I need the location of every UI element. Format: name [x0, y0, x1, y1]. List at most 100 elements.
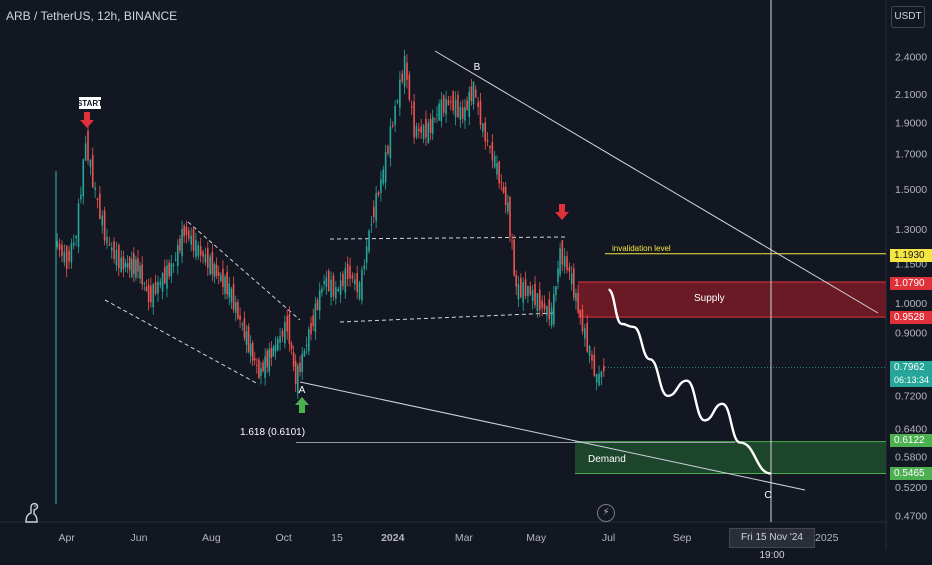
- candle-body: [486, 139, 489, 142]
- candle-body: [266, 350, 269, 368]
- candle-body: [470, 86, 473, 102]
- candle-body: [566, 256, 568, 271]
- candle-body: [595, 374, 598, 383]
- candle-body: [555, 286, 557, 295]
- candle-body: [211, 252, 214, 275]
- point-c-label: C: [764, 490, 771, 501]
- x-tick-label: 15: [331, 532, 343, 544]
- y-tick-label: 1.3000: [895, 224, 927, 236]
- candle-body: [577, 292, 579, 313]
- y-tick-label: 2.4000: [895, 52, 927, 64]
- candle-body: [157, 281, 159, 294]
- candle-body: [258, 359, 260, 379]
- demand-bottom-price-tag: 0.5465: [890, 467, 932, 480]
- x-tick-label: 2024: [381, 532, 405, 544]
- candle-body: [141, 264, 144, 285]
- candle-body: [232, 283, 235, 310]
- candle-body: [394, 105, 396, 125]
- x-axis[interactable]: Apr Jun Aug Oct 15 2024 Mar May Jul Sep 2025: [58, 532, 838, 544]
- candle-body: [262, 362, 264, 372]
- candle-body: [195, 239, 197, 257]
- candle-body: [209, 256, 211, 275]
- candle-body: [106, 236, 108, 244]
- candle-body: [380, 179, 382, 193]
- currency-button[interactable]: USDT: [891, 6, 925, 28]
- y-tick-label: 1.7000: [895, 149, 927, 161]
- candle-body: [468, 91, 471, 117]
- tradingview-dino-icon[interactable]: [22, 500, 46, 529]
- candle-body: [230, 288, 233, 303]
- candle-body: [579, 310, 582, 318]
- projection-layer: [607, 288, 772, 475]
- arrow-down-icon: [555, 204, 569, 220]
- candle-body: [593, 354, 596, 376]
- candle-body: [168, 262, 170, 277]
- candle-body: [330, 279, 332, 298]
- y-axis[interactable]: 2.40002.10001.90001.70001.50001.30001.15…: [895, 52, 927, 523]
- candle-body: [217, 272, 220, 276]
- candle-body: [356, 272, 358, 292]
- candle-body: [507, 202, 509, 212]
- x-tick-label: May: [526, 532, 547, 544]
- candle-body: [361, 269, 363, 301]
- candle-body: [337, 288, 340, 292]
- lightning-icon[interactable]: ⚡: [597, 504, 615, 522]
- candle-body: [327, 270, 330, 292]
- candle-body: [427, 122, 430, 144]
- range-upper-line: [329, 236, 566, 240]
- candle-body: [524, 279, 527, 297]
- candle-body: [286, 316, 289, 332]
- candle-body: [415, 126, 418, 138]
- candle-body: [477, 102, 479, 107]
- candle-body: [377, 192, 380, 195]
- candle-body: [68, 250, 70, 262]
- candle-body: [418, 128, 420, 132]
- candle-body: [72, 242, 75, 246]
- candle-body: [603, 365, 605, 372]
- candle-body: [422, 125, 425, 140]
- candle-body: [312, 315, 315, 327]
- candle-body: [154, 282, 157, 295]
- y-tick-label: 0.5200: [895, 482, 927, 494]
- candle-body: [115, 250, 118, 266]
- candle-body: [527, 285, 529, 297]
- candle-body: [87, 130, 89, 161]
- x-tick-label: Jul: [602, 532, 615, 544]
- candle-body: [281, 330, 284, 337]
- candle-body: [256, 364, 258, 366]
- supply-top-price-tag: 1.0790: [890, 277, 932, 290]
- candle-body: [559, 248, 561, 275]
- candle-body: [122, 256, 125, 270]
- candle-body: [563, 255, 566, 268]
- candle-body: [581, 309, 584, 332]
- candle-body: [316, 300, 319, 310]
- candle-body: [113, 241, 115, 259]
- demand-zone: [575, 441, 886, 474]
- y-tick-label: 1.5000: [895, 184, 927, 196]
- countdown-value: 06:13:34: [894, 375, 930, 385]
- candle-body: [245, 331, 248, 345]
- candle-body: [491, 142, 494, 161]
- candle-body: [363, 265, 366, 269]
- candle-body: [220, 275, 222, 282]
- candle-body: [284, 322, 286, 344]
- x-tick-label: Apr: [58, 532, 75, 544]
- candle-body: [297, 365, 299, 394]
- candle-body: [429, 119, 432, 133]
- candle-body: [403, 55, 406, 87]
- candle-body: [172, 264, 175, 267]
- candle-body: [215, 264, 218, 276]
- candle-body: [303, 350, 306, 357]
- candle-body: [339, 280, 342, 295]
- price-chart[interactable]: 2.40002.10001.90001.70001.50001.30001.15…: [0, 0, 932, 550]
- candle-body: [442, 95, 445, 113]
- candle-body: [139, 265, 141, 279]
- series-layer: [55, 49, 886, 505]
- candle-body: [222, 268, 224, 288]
- candle-body: [420, 126, 423, 133]
- candle-body: [228, 283, 231, 298]
- candle-body: [82, 159, 85, 197]
- current-price-tag: 0.7962 06:13:34: [890, 361, 932, 387]
- start-label-box: [79, 97, 101, 109]
- candle-body: [466, 100, 468, 111]
